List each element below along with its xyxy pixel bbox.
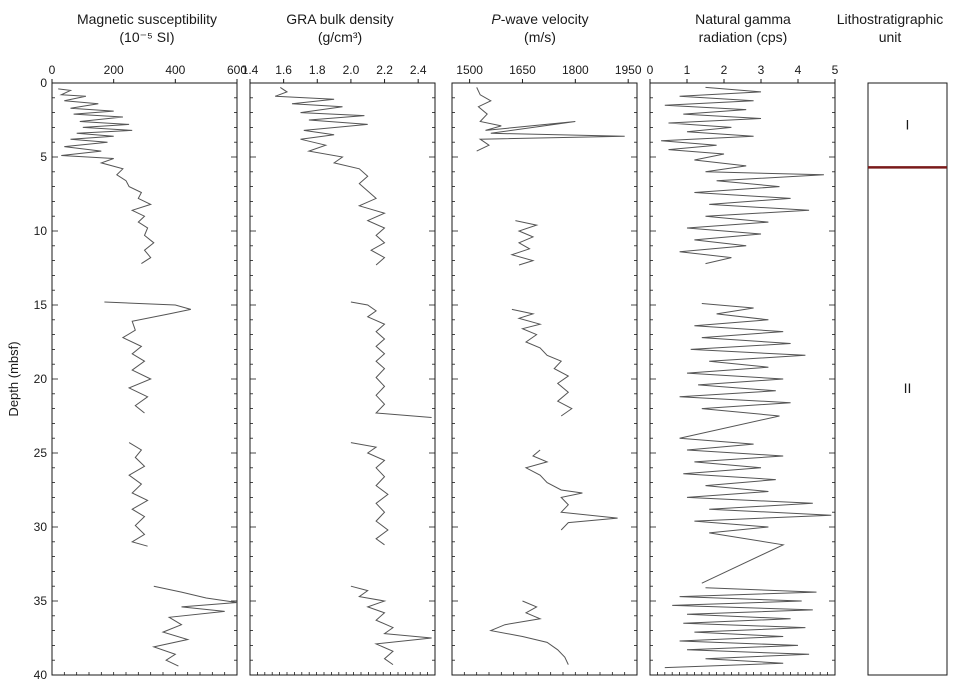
pw-title-rest: -wave velocity [500,11,589,27]
y-axis-label: Depth (mbsf) [6,341,21,416]
y-tick-label-5: 25 [34,446,48,460]
gra-title: GRA bulk density (g/cm³) [245,10,435,46]
ng-x-tick-label-4: 4 [795,63,802,77]
pw-trace-segment-0 [476,87,625,152]
pw-trace-segment-3 [524,449,618,531]
gra-x-tick-label-2: 1.8 [309,63,326,77]
pw-title: P-wave velocity (m/s) [445,10,635,46]
ng-x-tick-label-5: 5 [832,63,839,77]
y-tick-label-1: 5 [40,150,47,164]
gra-x-tick-label-3: 2.0 [343,63,360,77]
mag-trace-segment-2 [128,442,149,547]
mag-trace-segment-3 [151,585,238,667]
ng-trace-segment-0 [661,86,824,265]
y-tick-label-7: 35 [34,594,48,608]
lithology-unit-label-II: II [904,380,912,396]
pw-trace-segment-4 [489,600,569,665]
ng-trace-segment-1 [679,303,832,584]
mag-x-tick-label-2: 400 [165,63,185,77]
y-tick-label-6: 30 [34,520,48,534]
lithology-unit-label-I: I [906,116,910,132]
gra-x-tick-label-1: 1.6 [275,63,292,77]
pw-trace-segment-1 [510,220,539,266]
pw-x-tick-label-0: 1500 [456,63,483,77]
pw-trace-segment-2 [511,308,573,417]
gra-x-tick-label-4: 2.2 [376,63,393,77]
gra-trace-segment-1 [350,301,432,418]
pw-title-italic: P [491,11,501,27]
y-tick-label-0: 0 [40,76,47,90]
y-tick-label-2: 10 [34,224,48,238]
ng-x-tick-label-2: 2 [721,63,728,77]
ng-title-line1: Natural gamma [695,11,791,27]
pw-x-tick-label-1: 1650 [509,63,536,77]
mag-trace-segment-0 [58,88,155,265]
mag-title: Magnetic susceptibility (10⁻⁵ SI) [52,10,242,46]
mag-title-line1: Magnetic susceptibility [76,11,218,27]
gra-trace-segment-2 [350,442,389,546]
mag-x-tick-label-3: 600 [227,63,247,77]
lithology-column: III [867,82,948,676]
gra-title-line1: GRA bulk density [286,11,394,27]
pw-frame [451,82,638,676]
pw-panel: 1500 1650 1800 1950 [451,63,642,676]
ng-x-tick-label-3: 3 [758,63,765,77]
pw-x-tick-label-3: 1950 [615,63,642,77]
gra-x-tick-label-0: 1.4 [242,63,259,77]
lithology-frame [867,82,948,676]
ng-title-line2: radiation (cps) [698,29,788,45]
gra-title-line2: (g/cm³) [317,29,363,45]
y-tick-label-4: 20 [34,372,48,386]
lith-title-line2: unit [878,29,902,45]
pw-title-line1: P-wave velocity [445,10,635,28]
ng-x-tick-label-0: 0 [647,63,654,77]
mag-x-tick-label-0: 0 [49,63,56,77]
ng-frame [649,82,836,676]
lith-title: Lithostratigraphic unit [820,10,960,46]
ng-trace-segment-2 [664,587,817,669]
gra-frame [249,82,436,676]
pw-title-line2: (m/s) [524,29,556,45]
ng-title: Natural gamma radiation (cps) [648,10,838,46]
gra-trace-segment-0 [275,86,386,266]
y-tick-label-8: 40 [34,668,48,682]
ng-panel: 0 1 2 3 4 5 [647,63,839,676]
ng-x-tick-label-1: 1 [684,63,691,77]
lith-title-line1: Lithostratigraphic [836,11,944,27]
mag-title-line2: (10⁻⁵ SI) [119,29,175,45]
gra-panel: 1.4 1.6 1.8 2.0 2.2 2.4 [242,63,436,676]
mag-trace-segment-1 [104,301,191,414]
pw-x-tick-label-2: 1800 [562,63,589,77]
mag-panel: 0 200 400 600 [49,63,247,676]
mag-x-tick-label-1: 200 [104,63,124,77]
gra-trace-segment-3 [350,585,432,666]
gra-x-tick-label-5: 2.4 [410,63,427,77]
mag-frame [51,82,238,676]
y-tick-label-3: 15 [34,298,48,312]
